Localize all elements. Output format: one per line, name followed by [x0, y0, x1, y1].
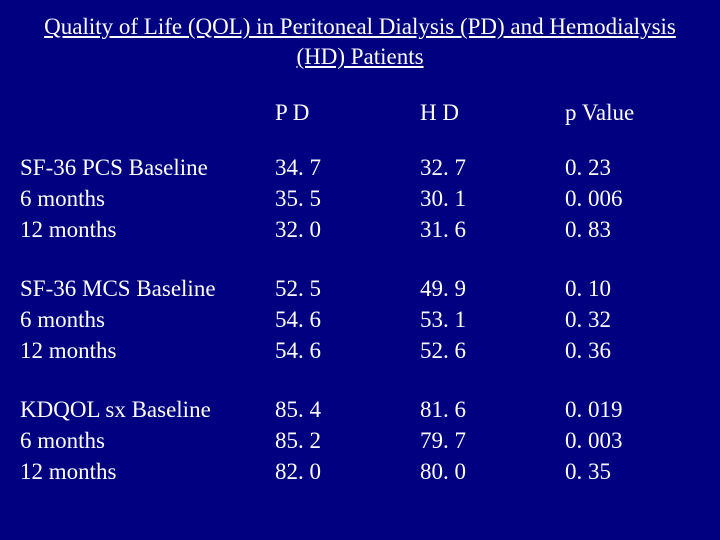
table-row: 12 months 82. 0 80. 0 0. 35: [20, 456, 700, 487]
cell-pval: 0. 32: [555, 304, 700, 335]
row-label: KDQOL sx Baseline: [20, 394, 265, 425]
cell-pd: 35. 5: [265, 183, 410, 214]
cell-hd: 81. 6: [410, 394, 555, 425]
cell-hd: 52. 6: [410, 335, 555, 394]
cell-pval: 0. 36: [555, 335, 700, 394]
cell-hd: 53. 1: [410, 304, 555, 335]
cell-hd: 80. 0: [410, 456, 555, 487]
table-row: SF-36 MCS Baseline 52. 5 49. 9 0. 10: [20, 273, 700, 304]
cell-hd: 32. 7: [410, 152, 555, 183]
cell-pd: 54. 6: [265, 335, 410, 394]
row-label: 6 months: [20, 304, 265, 335]
group-kdqol: KDQOL sx Baseline 85. 4 81. 6 0. 019 6 m…: [20, 394, 700, 487]
cell-pd: 85. 2: [265, 425, 410, 456]
table-row: 12 months 54. 6 52. 6 0. 36: [20, 335, 700, 394]
row-label: SF-36 MCS Baseline: [20, 273, 265, 304]
row-label: 12 months: [20, 214, 265, 273]
cell-pd: 54. 6: [265, 304, 410, 335]
cell-hd: 49. 9: [410, 273, 555, 304]
cell-pval: 0. 83: [555, 214, 700, 273]
row-label: 6 months: [20, 425, 265, 456]
cell-pval: 0. 003: [555, 425, 700, 456]
group-pcs: SF-36 PCS Baseline 34. 7 32. 7 0. 23 6 m…: [20, 152, 700, 273]
cell-pd: 52. 5: [265, 273, 410, 304]
header-hd: H D: [410, 100, 555, 152]
cell-pval: 0. 35: [555, 456, 700, 487]
row-label: 12 months: [20, 335, 265, 394]
cell-hd: 30. 1: [410, 183, 555, 214]
cell-pval: 0. 10: [555, 273, 700, 304]
group-mcs: SF-36 MCS Baseline 52. 5 49. 9 0. 10 6 m…: [20, 273, 700, 394]
cell-pval: 0. 23: [555, 152, 700, 183]
cell-pval: 0. 019: [555, 394, 700, 425]
table-row: 6 months 54. 6 53. 1 0. 32: [20, 304, 700, 335]
cell-pval: 0. 006: [555, 183, 700, 214]
cell-pd: 34. 7: [265, 152, 410, 183]
header-pval: p Value: [555, 100, 700, 152]
cell-hd: 79. 7: [410, 425, 555, 456]
cell-pd: 82. 0: [265, 456, 410, 487]
qol-table: P D H D p Value SF-36 PCS Baseline 34. 7…: [20, 100, 700, 487]
table-row: 6 months 85. 2 79. 7 0. 003: [20, 425, 700, 456]
table-row: SF-36 PCS Baseline 34. 7 32. 7 0. 23: [20, 152, 700, 183]
row-label: 6 months: [20, 183, 265, 214]
table-row: 12 months 32. 0 31. 6 0. 83: [20, 214, 700, 273]
cell-pd: 85. 4: [265, 394, 410, 425]
row-label: 12 months: [20, 456, 265, 487]
header-blank: [20, 100, 265, 152]
table-row: KDQOL sx Baseline 85. 4 81. 6 0. 019: [20, 394, 700, 425]
slide-title: Quality of Life (QOL) in Peritoneal Dial…: [0, 0, 720, 72]
table-row: 6 months 35. 5 30. 1 0. 006: [20, 183, 700, 214]
header-pd: P D: [265, 100, 410, 152]
cell-hd: 31. 6: [410, 214, 555, 273]
row-label: SF-36 PCS Baseline: [20, 152, 265, 183]
cell-pd: 32. 0: [265, 214, 410, 273]
data-table-wrap: P D H D p Value SF-36 PCS Baseline 34. 7…: [0, 72, 720, 487]
header-row: P D H D p Value: [20, 100, 700, 152]
